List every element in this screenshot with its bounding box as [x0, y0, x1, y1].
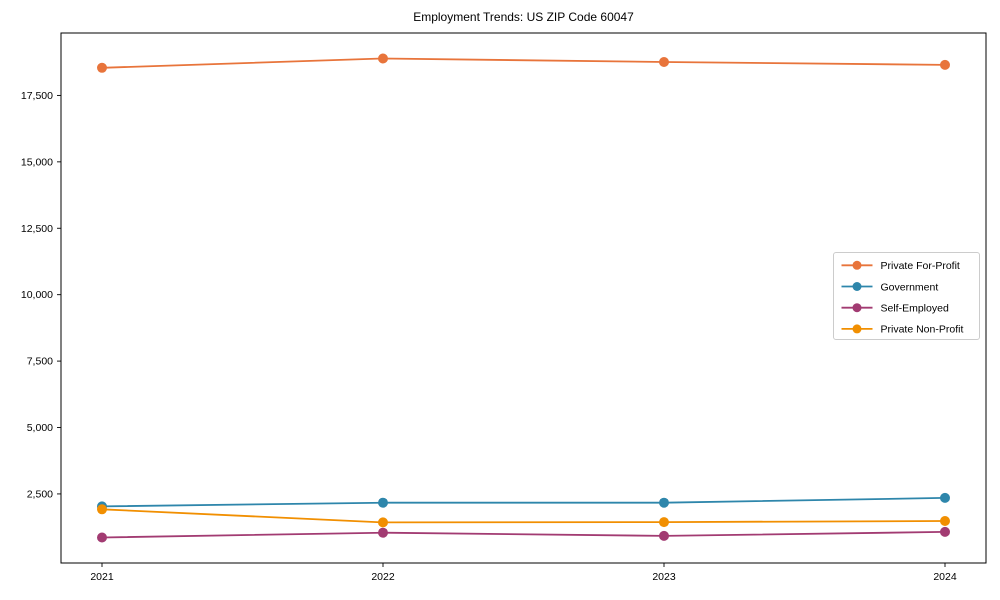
- x-axis-tick-label: 2023: [652, 571, 676, 583]
- data-point-private-non-profit: [940, 516, 950, 526]
- data-point-private-for-profit: [378, 53, 388, 64]
- legend-marker-dot-private-non-profit: [852, 324, 862, 334]
- legend-label-private-for-profit: Private For-Profit: [881, 260, 960, 272]
- legend-label-self-employed: Self-Employed: [881, 303, 949, 315]
- y-axis-tick-label: 7,500: [27, 356, 53, 368]
- y-axis-tick-label: 12,500: [21, 223, 53, 235]
- series-line-private-for-profit: [101, 57, 946, 69]
- legend-marker-dot-private-for-profit: [852, 260, 862, 270]
- legend-marker-dot-self-employed: [852, 303, 862, 313]
- data-point-government: [940, 492, 950, 503]
- series-line-government: [101, 497, 946, 508]
- series-line-private-non-profit: [101, 508, 946, 524]
- y-axis-tick-label: 17,500: [21, 90, 53, 102]
- data-point-self-employed: [940, 526, 950, 537]
- series-line-self-employed: [101, 531, 946, 539]
- legend-label-private-non-profit: Private Non-Profit: [881, 324, 964, 336]
- y-axis-tick-label: 15,000: [21, 156, 53, 168]
- legend-box: [833, 252, 980, 340]
- data-point-government: [378, 497, 388, 508]
- data-point-self-employed: [97, 532, 107, 543]
- data-point-private-non-profit: [378, 517, 388, 528]
- data-point-private-non-profit: [97, 504, 107, 515]
- data-point-self-employed: [659, 530, 669, 541]
- data-point-private-for-profit: [97, 62, 107, 73]
- legend-label-government: Government: [881, 281, 939, 293]
- x-axis-tick-label: 2022: [371, 571, 395, 583]
- x-axis-tick-label: 2021: [90, 571, 114, 583]
- data-point-self-employed: [378, 527, 388, 538]
- data-point-private-for-profit: [659, 57, 669, 67]
- y-axis-tick-label: 10,000: [21, 289, 53, 301]
- y-axis-tick-label: 5,000: [27, 422, 53, 434]
- y-axis-tick-label: 2,500: [27, 488, 53, 500]
- x-axis-tick-label: 2024: [933, 571, 957, 583]
- legend-marker-dot-government: [852, 282, 862, 291]
- data-point-private-non-profit: [659, 517, 669, 528]
- data-point-government: [659, 497, 669, 508]
- data-point-private-for-profit: [940, 59, 950, 70]
- chart-title: Employment Trends: US ZIP Code 60047: [413, 10, 634, 24]
- plot-border: [60, 32, 987, 564]
